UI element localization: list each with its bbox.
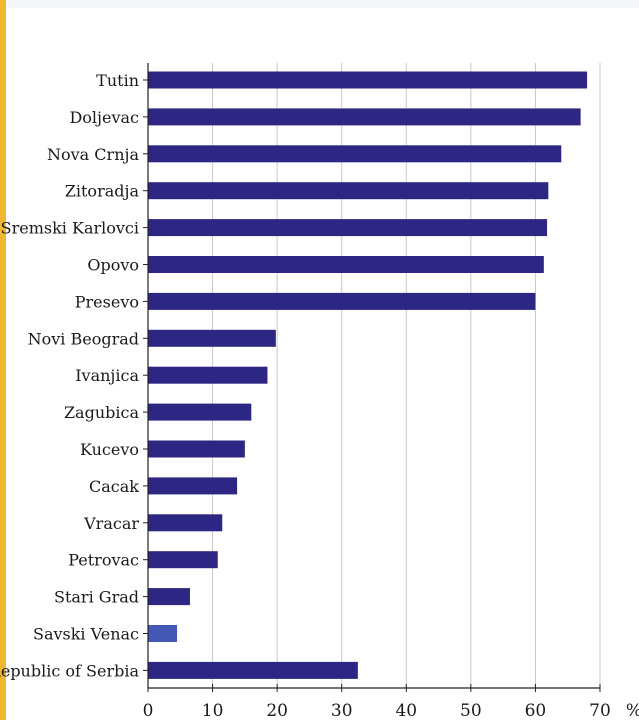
category-label: Zitoradja (65, 182, 140, 201)
bar (148, 145, 562, 163)
frame-accent-stripe (0, 0, 6, 720)
x-unit-label: % (626, 701, 639, 720)
bar (148, 182, 549, 200)
bar (148, 625, 178, 642)
x-tick-label: 20 (266, 701, 288, 720)
x-tick-label: 60 (525, 701, 547, 720)
x-tick-label: 0 (143, 701, 154, 720)
category-labels: Tutin Doljevac Nova Crnja Zitoradja Sremski … (0, 71, 139, 680)
bar (148, 366, 268, 384)
x-tick-label: 30 (331, 701, 353, 720)
category-label: Republic of Serbia (0, 661, 139, 680)
category-label: Opovo (87, 256, 139, 275)
category-label: Novi Beograd (28, 329, 139, 348)
category-label: Presevo (75, 292, 139, 311)
bar (148, 329, 276, 347)
plot-panel (6, 8, 639, 720)
bar (148, 477, 238, 495)
x-tick-label: 40 (395, 701, 417, 720)
x-tick-labels: 0 10 20 30 40 50 60 70 (143, 701, 611, 720)
bar (148, 440, 245, 458)
bar (148, 661, 358, 679)
category-label: Ivanjica (75, 366, 139, 385)
bar (148, 403, 252, 421)
grid-lines (212, 63, 601, 688)
x-tick-label: 50 (460, 701, 482, 720)
bar (148, 551, 218, 569)
bar (148, 71, 588, 89)
bars (148, 71, 588, 679)
axes (143, 63, 601, 692)
category-label: Petrovac (68, 551, 139, 570)
category-label: Tutin (96, 71, 139, 90)
bar (148, 514, 223, 532)
category-label: Savski Venac (33, 625, 139, 644)
category-label: Doljevac (69, 108, 139, 127)
category-label: Kucevo (80, 440, 139, 459)
category-label: Nova Crnja (47, 145, 139, 164)
x-tick-label: 10 (202, 701, 224, 720)
bar (148, 219, 548, 237)
bar (148, 256, 544, 273)
category-label: Vracar (83, 514, 139, 533)
category-label: Zagubica (64, 403, 140, 422)
bar (148, 292, 536, 310)
x-tick-label: 70 (589, 701, 611, 720)
bar (148, 588, 190, 606)
bar (148, 108, 581, 126)
category-label: Sremski Karlovci (1, 219, 139, 238)
category-label: Cacak (89, 477, 139, 496)
category-label: Stari Grad (54, 588, 139, 607)
